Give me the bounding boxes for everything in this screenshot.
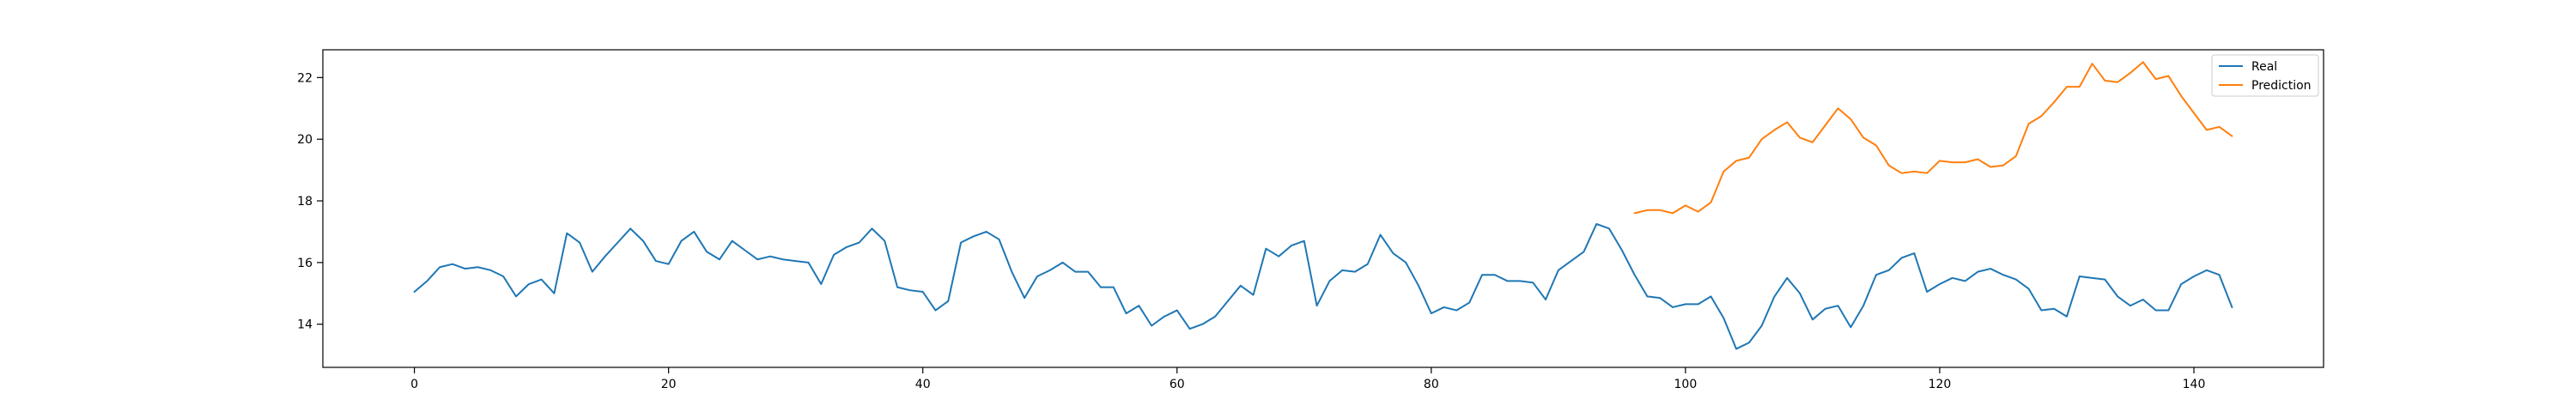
plot-frame xyxy=(322,49,2324,368)
legend-label-prediction: Prediction xyxy=(2251,79,2312,93)
x-tick-label: 100 xyxy=(1674,378,1698,391)
series-line-real xyxy=(413,222,2233,350)
legend-label-real: Real xyxy=(2251,60,2277,74)
x-tick-label: 60 xyxy=(1170,378,1185,391)
y-tick-label: 22 xyxy=(297,71,313,85)
x-tick-label: 20 xyxy=(661,378,677,391)
legend: Real Prediction xyxy=(2211,54,2319,97)
y-tick-label: 16 xyxy=(297,257,313,270)
x-tick-label: 120 xyxy=(1929,378,1952,391)
y-tick-label: 18 xyxy=(297,195,313,209)
plot-area xyxy=(323,50,2324,367)
axes: 0 20 40 60 80 100 120 140 14 16 18 20 22 xyxy=(297,49,2324,391)
y-tick-label: 14 xyxy=(297,318,313,332)
series-line-prediction xyxy=(1633,61,2233,215)
y-tick-label: 20 xyxy=(297,133,313,147)
x-tick-label: 80 xyxy=(1424,378,1439,391)
x-tick-label: 40 xyxy=(915,378,931,391)
x-tick-label: 0 xyxy=(410,378,418,391)
x-tick-label: 140 xyxy=(2183,378,2206,391)
series-layer xyxy=(413,61,2233,350)
